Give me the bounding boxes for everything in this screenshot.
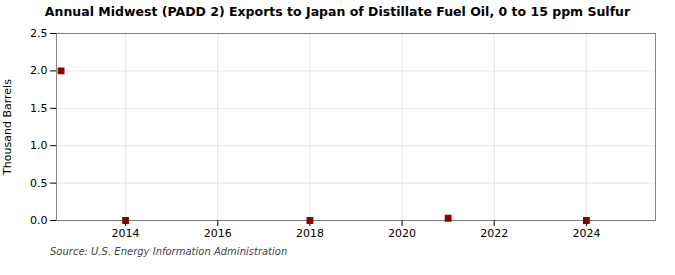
svg-text:2016: 2016 (204, 227, 232, 240)
svg-text:2014: 2014 (112, 227, 140, 240)
svg-text:0.0: 0.0 (30, 214, 48, 227)
svg-text:2020: 2020 (388, 227, 416, 240)
svg-text:2.0: 2.0 (30, 64, 48, 77)
html-text:Annual Midwest (PADD 2) Export: Annual Midwest (PADD 2) Exports to Japan… (44, 4, 631, 19)
svg-text:0.5: 0.5 (30, 177, 48, 190)
svg-text:2.5: 2.5 (30, 27, 48, 40)
svg-text:2018: 2018 (296, 227, 324, 240)
svg-text:2022: 2022 (480, 227, 508, 240)
svg-text:1.5: 1.5 (30, 102, 48, 115)
svg-text:Thousand Barrels: Thousand Barrels (1, 79, 14, 176)
svg-text:1.0: 1.0 (30, 139, 48, 152)
html-text:Source: U.S. Energy Informatio: Source: U.S. Energy Information Administ… (50, 246, 288, 257)
svg-text:2024: 2024 (572, 227, 600, 240)
